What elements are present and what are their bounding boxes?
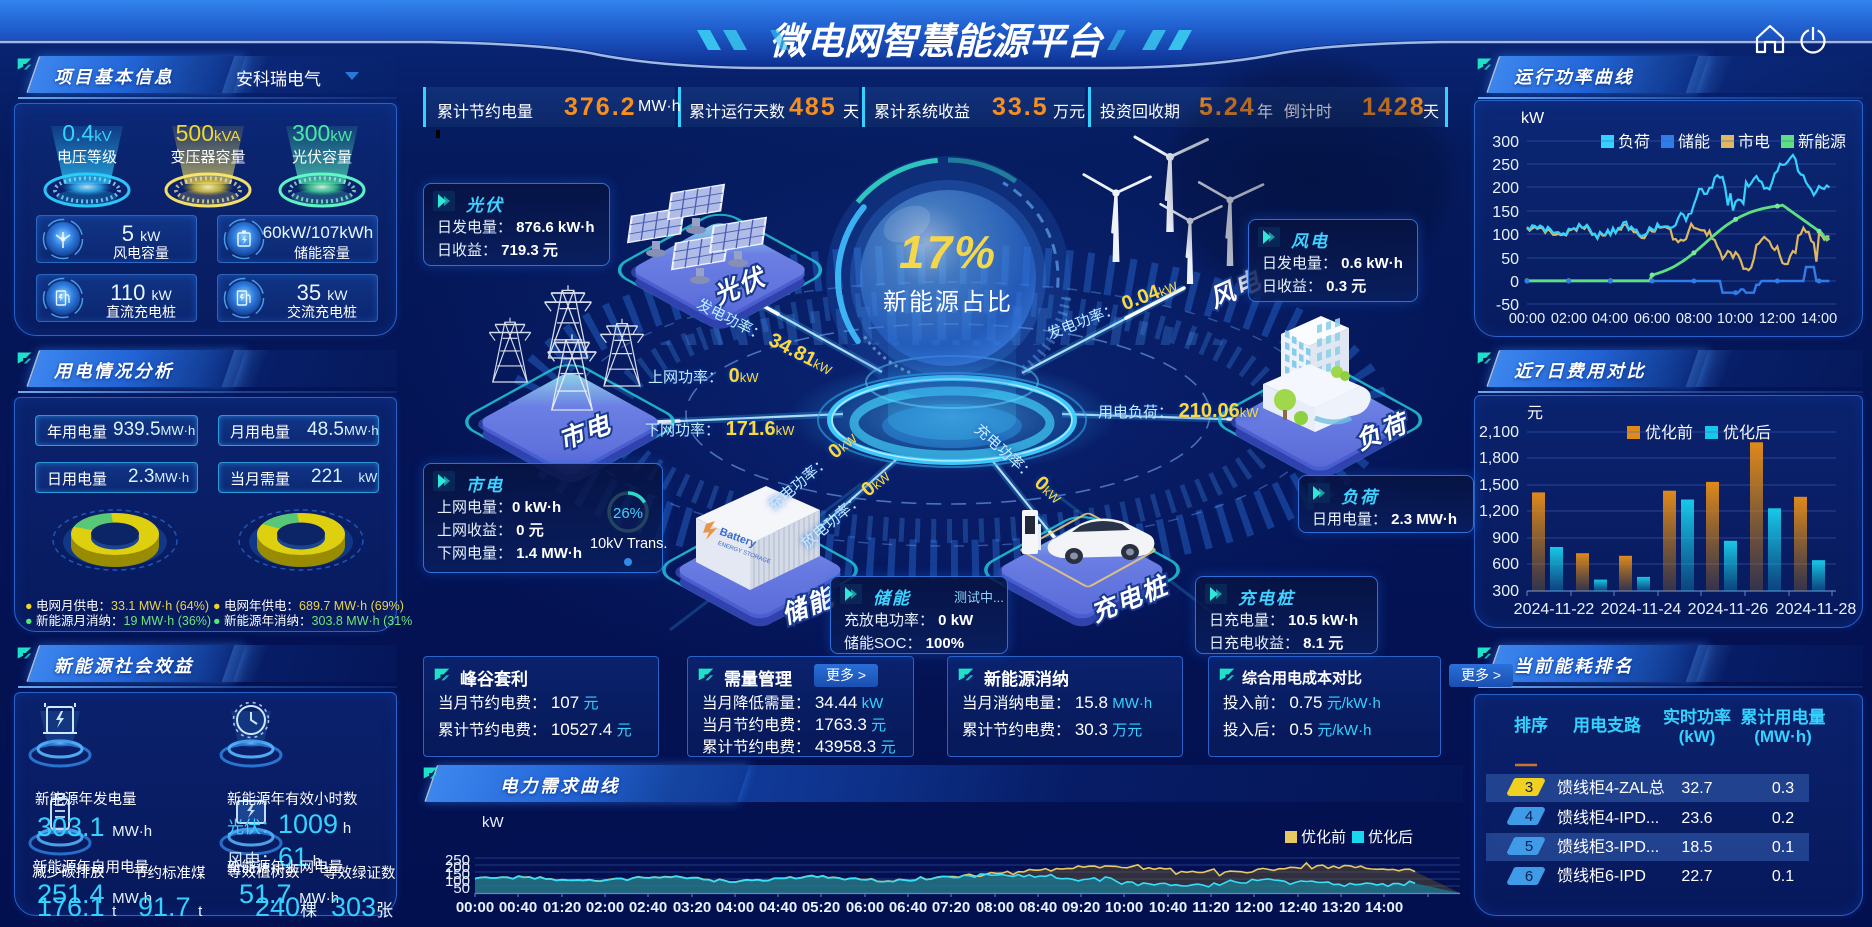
svg-text:300: 300 <box>1492 583 1519 600</box>
svg-text:14:00: 14:00 <box>1365 899 1403 916</box>
svg-text:排序: 排序 <box>1514 715 1548 735</box>
svg-text:2024-11-22: 2024-11-22 <box>1514 601 1595 618</box>
svg-text:1,200: 1,200 <box>1479 503 1519 520</box>
svg-text:22.7: 22.7 <box>1681 868 1712 885</box>
svg-text:用电支路: 用电支路 <box>1573 715 1642 735</box>
svg-text:新能源: 新能源 <box>1798 133 1846 151</box>
svg-text:优化前: 优化前 <box>1645 424 1693 442</box>
svg-text:100: 100 <box>1492 227 1519 244</box>
svg-text:优化后: 优化后 <box>1368 829 1413 846</box>
svg-text:负荷: 负荷 <box>1618 133 1650 151</box>
svg-text:600: 600 <box>1492 556 1519 573</box>
svg-text:10:40: 10:40 <box>1149 899 1187 916</box>
svg-text:14:00: 14:00 <box>1801 311 1837 327</box>
svg-text:09:20: 09:20 <box>1062 899 1100 916</box>
svg-text:01:20: 01:20 <box>543 899 581 916</box>
svg-text:04:00: 04:00 <box>716 899 754 916</box>
svg-text:23.6: 23.6 <box>1681 810 1712 827</box>
svg-text:微电网智慧能源平台: 微电网智慧能源平台 <box>770 21 1105 62</box>
svg-text:250: 250 <box>445 852 470 869</box>
svg-text:储能: 储能 <box>1678 133 1710 151</box>
svg-text:0.1: 0.1 <box>1772 868 1794 885</box>
svg-text:02:00: 02:00 <box>586 899 624 916</box>
svg-text:08:40: 08:40 <box>1019 899 1057 916</box>
svg-text:优化后: 优化后 <box>1723 424 1771 442</box>
svg-text:2024-11-26: 2024-11-26 <box>1688 601 1769 618</box>
svg-text:06:00: 06:00 <box>1634 311 1670 327</box>
svg-text:900: 900 <box>1492 530 1519 547</box>
svg-text:6: 6 <box>1525 868 1533 885</box>
svg-text:00:40: 00:40 <box>499 899 537 916</box>
svg-text:2,100: 2,100 <box>1479 424 1519 441</box>
svg-text:50: 50 <box>453 880 470 897</box>
svg-text:实时功率: 实时功率 <box>1663 707 1731 727</box>
svg-text:12:00: 12:00 <box>1235 899 1273 916</box>
svg-text:50: 50 <box>1501 251 1519 268</box>
svg-text:200: 200 <box>1492 180 1519 197</box>
svg-text:26%: 26% <box>613 505 643 522</box>
svg-text:馈线柜4-IPD...: 馈线柜4-IPD... <box>1557 809 1659 827</box>
svg-text:0.2: 0.2 <box>1772 810 1794 827</box>
svg-text:10:00: 10:00 <box>1105 899 1143 916</box>
svg-text:02:40: 02:40 <box>629 899 667 916</box>
svg-text:累计用电量: 累计用电量 <box>1741 707 1826 727</box>
svg-text:150: 150 <box>445 866 470 883</box>
svg-text:17%: 17% <box>899 226 997 278</box>
svg-text:馈线柜6-IPD: 馈线柜6-IPD <box>1557 867 1646 885</box>
svg-text:5: 5 <box>1525 838 1533 855</box>
svg-text:1,500: 1,500 <box>1479 477 1519 494</box>
svg-text:11:20: 11:20 <box>1192 899 1230 916</box>
svg-text:03:20: 03:20 <box>673 899 711 916</box>
svg-text:0.1: 0.1 <box>1772 839 1794 856</box>
svg-text:kW: kW <box>1521 110 1545 127</box>
svg-text:05:20: 05:20 <box>802 899 840 916</box>
svg-text:02:00: 02:00 <box>1551 311 1587 327</box>
svg-text:06:40: 06:40 <box>889 899 927 916</box>
svg-text:1,800: 1,800 <box>1479 450 1519 467</box>
svg-text:馈线柜4-ZAL总: 馈线柜4-ZAL总 <box>1557 779 1665 797</box>
svg-text:06:00: 06:00 <box>846 899 884 916</box>
svg-text:kW: kW <box>482 814 505 831</box>
svg-text:200: 200 <box>445 859 470 876</box>
svg-text:(kW): (kW) <box>1679 727 1716 746</box>
svg-text:10:00: 10:00 <box>1717 311 1753 327</box>
svg-text:0.3: 0.3 <box>1772 780 1794 797</box>
svg-text:08:00: 08:00 <box>976 899 1014 916</box>
svg-text:12:00: 12:00 <box>1759 311 1795 327</box>
svg-text:新能源占比: 新能源占比 <box>883 289 1013 316</box>
svg-text:馈线柜3-IPD...: 馈线柜3-IPD... <box>1557 838 1659 856</box>
svg-text:250: 250 <box>1492 157 1519 174</box>
svg-text:2024-11-28: 2024-11-28 <box>1776 601 1857 618</box>
svg-text:0: 0 <box>1510 274 1519 291</box>
svg-text:300: 300 <box>1492 134 1519 151</box>
svg-text:00:00: 00:00 <box>456 899 494 916</box>
svg-text:04:40: 04:40 <box>759 899 797 916</box>
svg-text:优化前: 优化前 <box>1301 829 1346 846</box>
svg-text:3: 3 <box>1525 779 1533 796</box>
svg-text:100: 100 <box>445 873 470 890</box>
svg-text:市电: 市电 <box>1738 133 1770 151</box>
svg-text:04:00: 04:00 <box>1592 311 1628 327</box>
svg-text:元: 元 <box>1527 405 1543 422</box>
svg-text:150: 150 <box>1492 204 1519 221</box>
svg-text:-50: -50 <box>1496 297 1519 314</box>
svg-text:(MW·h): (MW·h) <box>1754 727 1812 746</box>
svg-text:32.7: 32.7 <box>1681 780 1712 797</box>
svg-text:18.5: 18.5 <box>1681 839 1712 856</box>
svg-text:00:00: 00:00 <box>1509 311 1545 327</box>
svg-text:13:20: 13:20 <box>1322 899 1360 916</box>
svg-text:4: 4 <box>1525 808 1533 825</box>
svg-text:12:40: 12:40 <box>1279 899 1317 916</box>
svg-text:2024-11-24: 2024-11-24 <box>1601 601 1682 618</box>
svg-text:08:00: 08:00 <box>1676 311 1712 327</box>
svg-text:07:20: 07:20 <box>932 899 970 916</box>
